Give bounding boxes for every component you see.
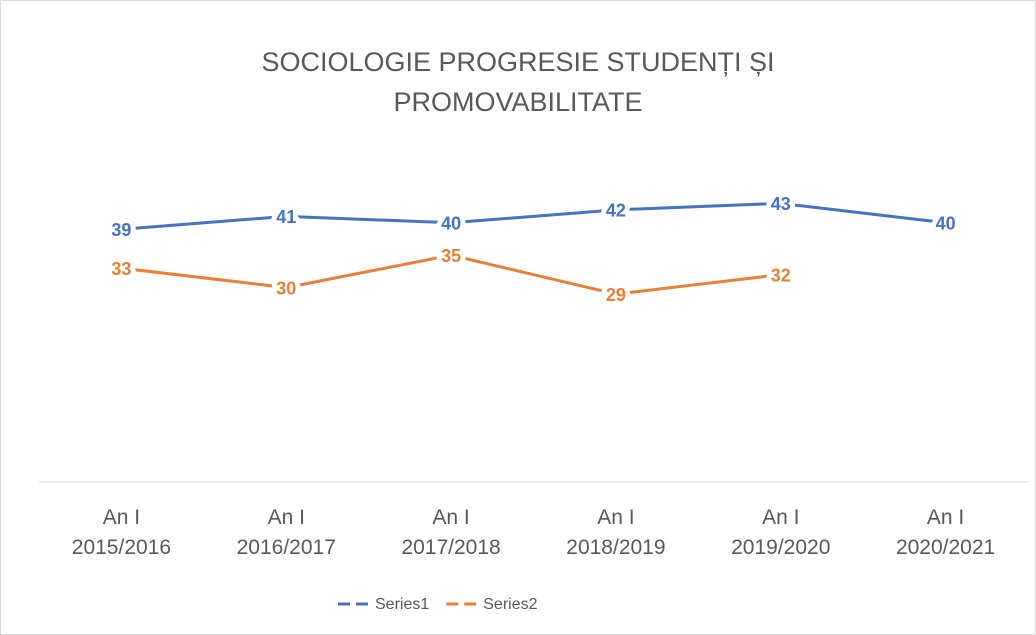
data-label: 40 (936, 214, 956, 234)
data-label: 39 (111, 220, 131, 240)
x-tick-label: An I 2018/2019 (566, 506, 666, 559)
legend-label: Series2 (483, 596, 537, 613)
series-line (121, 253, 781, 296)
data-label: 42 (606, 201, 626, 221)
data-label: 33 (111, 259, 131, 279)
data-label: 29 (606, 285, 626, 305)
x-tick-label: An I 2016/2017 (236, 506, 336, 559)
x-tick-label: An I 2020/2021 (895, 506, 996, 559)
x-tick-label: An I 2017/2018 (401, 506, 501, 559)
series-line (121, 201, 946, 231)
data-label: 30 (276, 278, 296, 298)
legend-label: Series1 (375, 596, 429, 613)
data-label: 40 (441, 214, 461, 234)
x-tick-label: An I 2019/2020 (731, 506, 831, 559)
data-label: 32 (771, 265, 791, 285)
data-label: 43 (771, 194, 791, 214)
chart-title: SOCIOLOGIE PROGRESIE STUDENȚI ȘI PROMOVA… (261, 47, 775, 117)
data-label: 41 (276, 207, 296, 227)
data-label: 35 (441, 246, 461, 266)
x-tick-label: An I 2015/2016 (71, 506, 172, 559)
